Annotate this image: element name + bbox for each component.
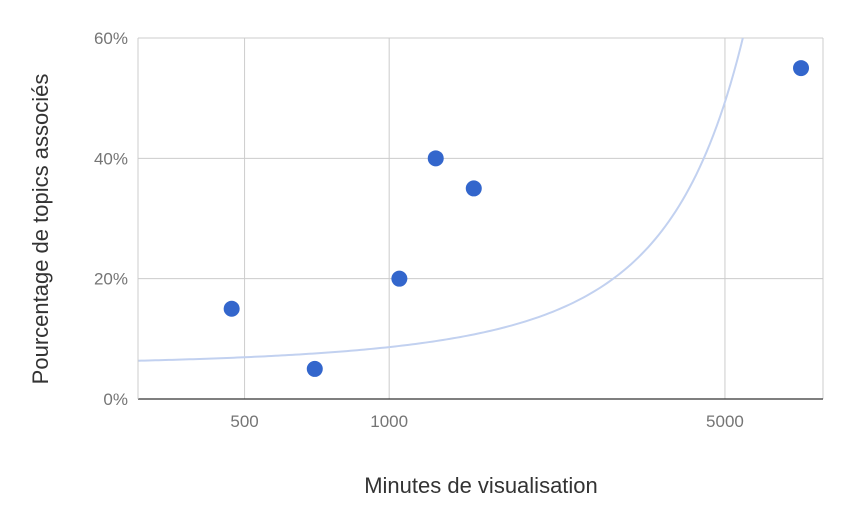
data-point: [427, 150, 444, 167]
data-point: [793, 60, 810, 77]
y-tick-label: 40%: [94, 149, 128, 168]
data-points: [223, 60, 810, 377]
y-axis-title: Pourcentage de topics associés: [28, 74, 53, 385]
trendline-layer: [137, 37, 744, 362]
y-tick-label: 20%: [94, 270, 128, 289]
x-tick-label: 1000: [370, 412, 408, 431]
tick-labels: 0% 20% 40% 60% 500 1000 5000: [94, 29, 744, 431]
x-tick-label: 5000: [706, 412, 744, 431]
data-point: [391, 270, 408, 287]
data-point: [465, 180, 482, 197]
trendline: [137, 37, 744, 362]
gridlines: [138, 37, 824, 399]
data-point: [306, 360, 323, 377]
data-point: [223, 300, 240, 317]
y-tick-label: 60%: [94, 29, 128, 48]
y-tick-label: 0%: [103, 390, 128, 409]
x-axis-title: Minutes de visualisation: [364, 473, 598, 498]
x-tick-label: 500: [230, 412, 258, 431]
axes: [137, 38, 823, 400]
